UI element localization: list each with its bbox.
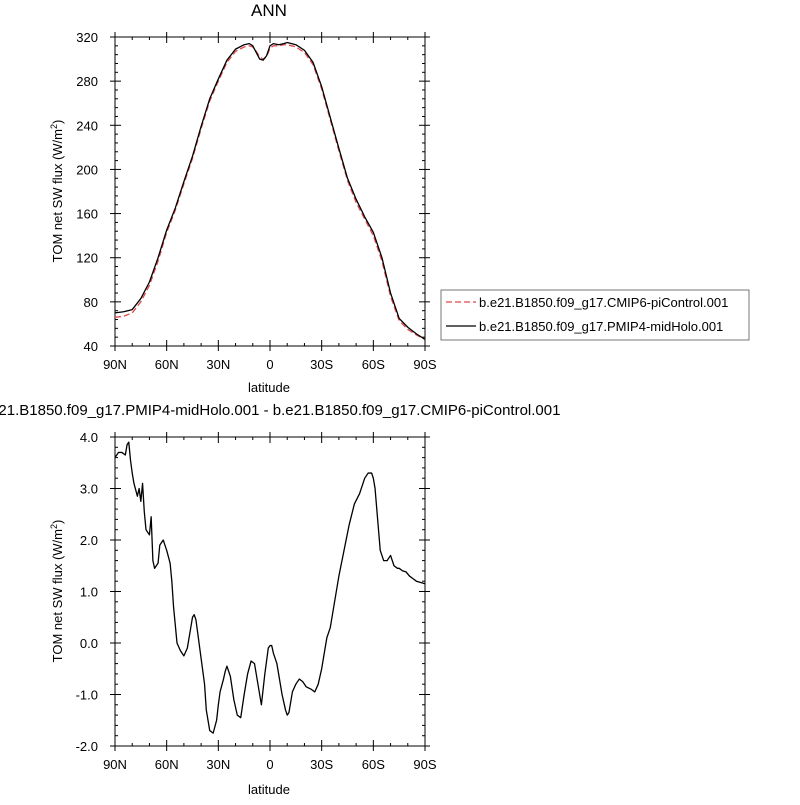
top-x-tick-label: 90N (103, 357, 127, 372)
top-x-tick-label: 90S (413, 357, 436, 372)
top-x-tick-label: 30S (310, 357, 333, 372)
top-y-tick-label: 200 (76, 162, 98, 177)
bottom-y-tick-label: 2.0 (80, 533, 98, 548)
bottom-chart-title: b.e21.B1850.f09_g17.PMIP4-midHolo.001 - … (0, 402, 560, 419)
bottom-series-lines (114, 441, 426, 734)
top-series-line-1 (114, 41, 426, 340)
bottom-x-tick-label: 90S (413, 757, 436, 772)
legend: b.e21.B1850.f09_g17.CMIP6-piControl.001 … (440, 289, 750, 341)
top-x-axis-label: latitude (248, 380, 290, 395)
bottom-y-tick-label: -1.0 (76, 688, 98, 703)
legend-box (440, 289, 750, 341)
bottom-plot-frame (114, 436, 426, 747)
top-y-tick-label: 160 (76, 207, 98, 222)
bottom-x-tick-label: 60N (155, 757, 179, 772)
top-y-tick-label: 240 (76, 118, 98, 133)
top-x-tick-label: 30N (206, 357, 230, 372)
top-panel: ANN 90N 60N 30N 0 30S 60S 90S 40 80 120 160 200 240 2… (49, 1, 750, 395)
bottom-panel: b.e21.B1850.f09_g17.PMIP4-midHolo.001 - … (0, 402, 560, 797)
bottom-x-tick-label: 30N (206, 757, 230, 772)
bottom-series-line-0 (114, 441, 426, 734)
bottom-y-tick-label: -2.0 (76, 739, 98, 754)
bottom-x-tick-label: 60S (362, 757, 385, 772)
top-plot-frame (114, 36, 426, 347)
bottom-y-axis-label: TOM net SW flux (W/m2) (49, 520, 65, 663)
bottom-y-tick-label: 3.0 (80, 482, 98, 497)
bottom-x-tick-label: 90N (103, 757, 127, 772)
top-y-tick-label: 120 (76, 251, 98, 266)
top-axis-ticks: 90N 60N 30N 0 30S 60S 90S 40 80 120 160 200 240 280 32… (76, 30, 437, 372)
top-y-tick-label: 80 (84, 295, 98, 310)
top-x-tick-label: 60N (155, 357, 179, 372)
bottom-x-tick-label: 0 (266, 757, 273, 772)
top-chart-title: ANN (251, 1, 287, 20)
top-y-tick-label: 40 (84, 339, 98, 354)
top-x-tick-label: 0 (266, 357, 273, 372)
bottom-x-tick-label: 30S (310, 757, 333, 772)
top-y-axis-label: TOM net SW flux (W/m2) (49, 120, 65, 263)
top-y-tick-label: 320 (76, 30, 98, 45)
legend-label-midholo: b.e21.B1850.f09_g17.PMIP4-midHolo.001 (479, 319, 723, 334)
bottom-y-tick-label: 4.0 (80, 430, 98, 445)
bottom-axis-ticks: 90N 60N 30N 0 30S 60S 90S -2.0 -1.0 0.0 1.0 2.0 3.0 4… (76, 430, 437, 772)
top-series-line-0 (114, 44, 426, 340)
top-y-tick-label: 280 (76, 74, 98, 89)
bottom-y-tick-label: 1.0 (80, 585, 98, 600)
legend-label-picontrol: b.e21.B1850.f09_g17.CMIP6-piControl.001 (479, 295, 728, 310)
bottom-x-axis-label: latitude (248, 782, 290, 797)
top-series-lines (114, 41, 426, 340)
top-x-tick-label: 60S (362, 357, 385, 372)
bottom-y-tick-label: 0.0 (80, 636, 98, 651)
